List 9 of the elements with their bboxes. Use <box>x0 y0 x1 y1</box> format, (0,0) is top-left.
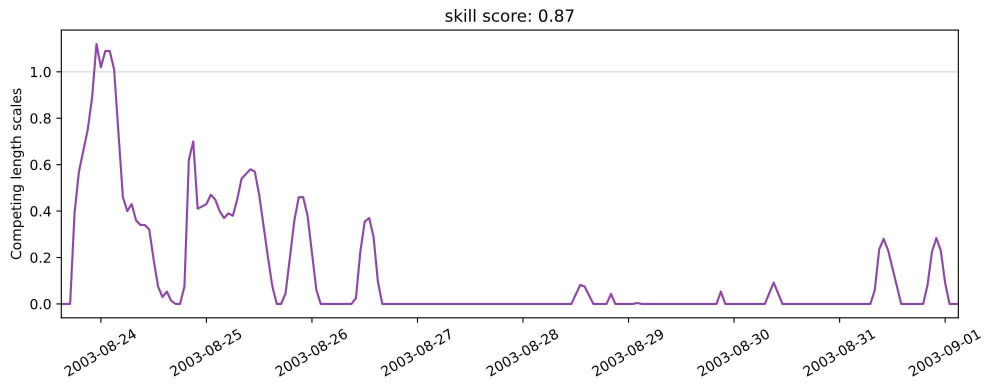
y-axis-title: Competing length scales <box>10 88 24 260</box>
y-tick-label: 1.0 <box>31 66 51 78</box>
line-series <box>61 42 958 305</box>
chart-title: skill score: 0.87 <box>446 9 574 22</box>
y-tick-label: 0.8 <box>30 113 51 124</box>
y-tick-label: 0.4 <box>30 206 51 217</box>
y-tick-label: 0.6 <box>30 160 51 170</box>
y-tick-label: 0.0 <box>30 298 51 310</box>
y-tick-label: 0.2 <box>30 252 50 263</box>
